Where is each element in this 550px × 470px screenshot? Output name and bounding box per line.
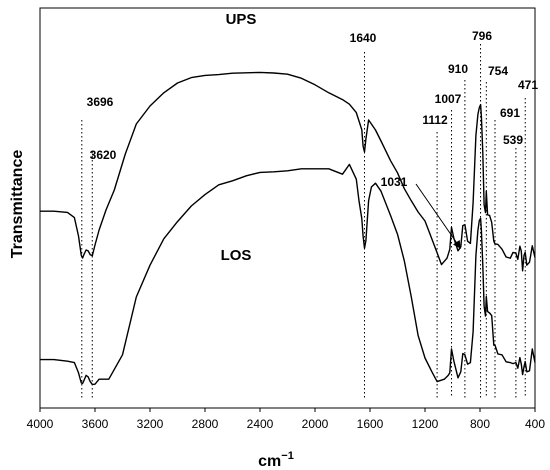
x-tick-label: 1200: [412, 417, 439, 431]
x-tick-label: 4000: [27, 417, 54, 431]
annotation-691: 691: [500, 106, 520, 120]
x-tick-label: 3200: [137, 417, 164, 431]
annotation-796: 796: [472, 29, 492, 43]
annotation-539: 539: [503, 133, 523, 147]
x-axis-unit-exponent: −1: [281, 450, 294, 462]
annotation-910: 910: [448, 62, 468, 76]
annotation-1640: 1640: [350, 31, 377, 45]
series-layer: [40, 71, 536, 386]
plot-border: [39, 7, 536, 409]
annotation-754: 754: [488, 64, 508, 78]
annotation-3696: 3696: [87, 95, 114, 109]
x-axis-unit: cm: [258, 453, 281, 470]
x-axis-ticks: 4000 3600 3200 2800 2400 2000 1600 1200 800 400: [27, 408, 545, 431]
series-line-ups: [40, 71, 536, 272]
annotation-471: 471: [518, 78, 538, 92]
plot-frame: [39, 7, 536, 409]
x-tick-label: 2800: [192, 417, 219, 431]
x-tick-label: 1600: [357, 417, 384, 431]
x-axis-title: cm−1: [258, 450, 294, 470]
x-tick-label: 2400: [247, 417, 274, 431]
y-axis-title: Transmittance: [9, 150, 26, 259]
x-tick-label: 800: [470, 417, 490, 431]
series-label-ups: UPS: [226, 11, 257, 28]
x-tick-label: 3600: [82, 417, 109, 431]
series-label-los: LOS: [221, 247, 252, 264]
x-tick-label: 2000: [302, 417, 329, 431]
annotation-1031: 1031: [381, 175, 408, 189]
annotation-1112: 1112: [422, 113, 448, 127]
series-line-los: [40, 163, 536, 386]
annotation-1007: 1007: [435, 92, 462, 106]
annotation-arrow-1031: [415, 183, 461, 249]
annotation-3620: 3620: [90, 148, 117, 162]
peak-annotations: 3696 3620 1640 1112 1007 910 796 754 691 539 471 10…: [87, 29, 538, 249]
x-tick-label: 400: [525, 417, 545, 431]
